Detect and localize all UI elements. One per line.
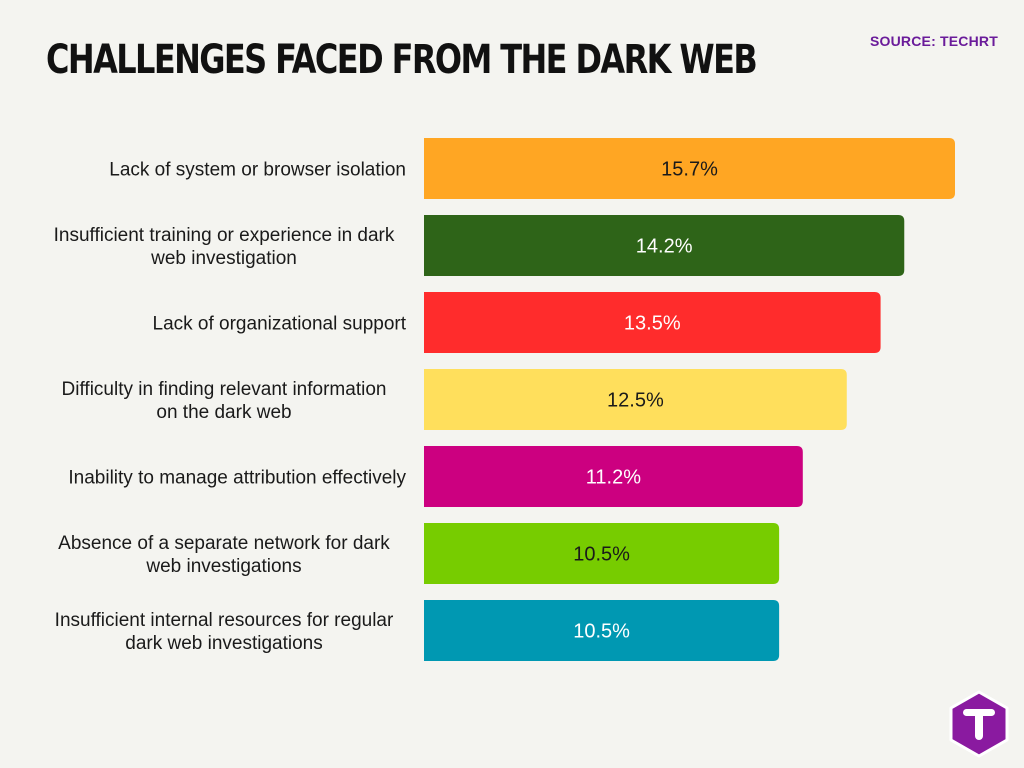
- category-label: Lack of organizational support: [153, 314, 407, 335]
- category-label: Insufficient internal resources for regu…: [55, 610, 394, 654]
- chart-title: CHALLENGES FACED FROM THE DARK WEB: [46, 37, 758, 83]
- bar: [424, 446, 803, 507]
- bar-value-label: 14.2%: [636, 236, 693, 258]
- bar: [424, 600, 780, 661]
- bar-group: 10.5% Absence of a separate network for d…: [58, 523, 780, 584]
- category-label-line: Insufficient internal resources for regu…: [55, 610, 394, 631]
- bar: [424, 138, 955, 199]
- category-label: Lack of system or browser isolation: [109, 160, 406, 181]
- bar: [424, 369, 847, 430]
- bar-group: 11.2% Inability to manage attribution eff…: [68, 446, 803, 507]
- category-label-line: Absence of a separate network for dark: [58, 533, 390, 554]
- techrt-logo-icon: [949, 690, 1009, 758]
- category-label-line: Difficulty in finding relevant informati…: [62, 379, 387, 400]
- bar-group: 14.2% Insufficient training or experience…: [54, 215, 905, 276]
- bar-value-label: 13.5%: [624, 313, 681, 335]
- category-label-line: Insufficient training or experience in d…: [54, 225, 395, 246]
- bar: [424, 215, 905, 276]
- bar-value-label: 12.5%: [607, 390, 664, 412]
- bar-value-label: 11.2%: [586, 467, 641, 489]
- category-label-line: dark web investigations: [125, 633, 323, 654]
- bar-group: 12.5% Difficulty in finding relevant info…: [62, 369, 847, 430]
- bar: [424, 292, 881, 353]
- bar-value-label: 10.5%: [573, 544, 630, 566]
- bar-value-label: 10.5%: [573, 621, 630, 643]
- bar-group: 15.7% Lack of system or browser isolation: [109, 138, 955, 199]
- category-label-line: Lack of organizational support: [153, 314, 407, 335]
- bar: [424, 523, 780, 584]
- category-label-line: web investigation: [150, 248, 297, 269]
- source-credit: SOURCE: TECHRT: [869, 33, 998, 49]
- category-label: Insufficient training or experience in d…: [54, 225, 395, 269]
- category-label-line: Lack of system or browser isolation: [109, 160, 406, 181]
- category-label: Inability to manage attribution effectiv…: [68, 468, 406, 489]
- category-label-line: on the dark web: [156, 402, 291, 423]
- category-label: Difficulty in finding relevant informati…: [62, 379, 387, 423]
- bar-group: 13.5% Lack of organizational support: [153, 292, 881, 353]
- bar-group: 10.5% Insufficient internal resources for…: [55, 600, 780, 661]
- category-label-line: web investigations: [145, 556, 301, 577]
- category-label-line: Inability to manage attribution effectiv…: [68, 468, 406, 489]
- bar-value-label: 15.7%: [661, 159, 718, 181]
- category-label: Absence of a separate network for dark we…: [58, 533, 390, 577]
